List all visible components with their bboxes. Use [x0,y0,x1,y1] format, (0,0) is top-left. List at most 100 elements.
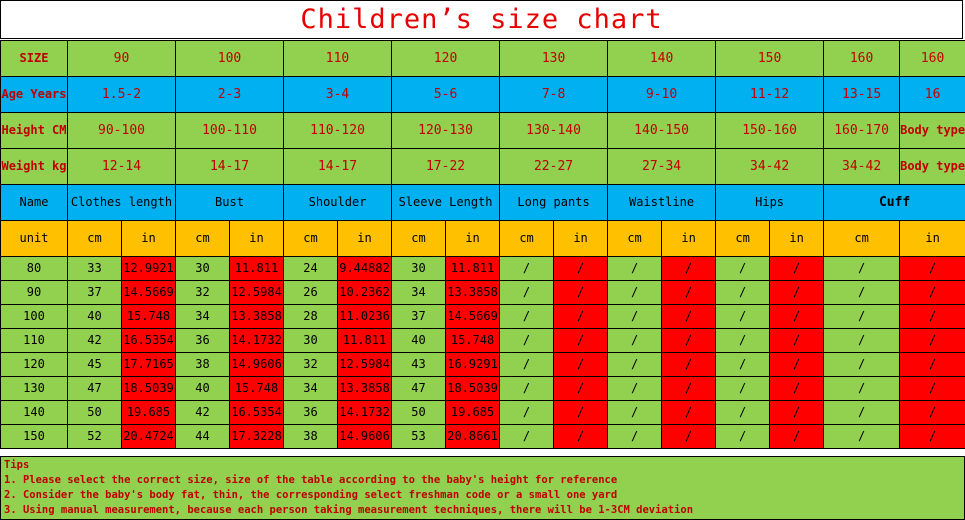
inch-value-cell: / [899,256,965,281]
cm-value-cell: / [823,400,901,425]
inch-value-cell: 15.748 [228,376,285,401]
size-cell: 110 [283,40,393,77]
height-row: Height CM 90-100 100-110 110-120 120-130… [0,112,965,149]
weight-cell: Body type [899,148,965,185]
cm-value-cell: / [499,328,555,353]
cm-value-cell: / [499,424,555,449]
tip-line: 3. Using manual measurement, because eac… [4,504,694,516]
inch-value-cell: 16.5354 [121,328,176,353]
cm-value-cell: / [499,376,555,401]
unit-cell: in [553,220,609,257]
unit-cell: in [661,220,717,257]
cm-value-cell: 42 [175,400,230,425]
height-cell: 120-130 [391,112,501,149]
table-row: 130 47 18.5039 40 15.748 34 13.3858 47 18.5039//… [0,376,965,401]
weight-cell: 12-14 [67,148,176,185]
inch-value-cell: / [769,304,825,329]
unit-cell: cm [391,220,447,257]
inch-value-cell: 16.9291 [445,352,501,377]
inch-value-cell: / [899,280,965,305]
inch-value-cell: / [661,328,717,353]
inch-value-cell: 20.8661 [445,424,501,449]
row-label-size: SIZE [0,40,68,77]
unit-cell: cm [823,220,901,257]
row-size-cell: 90 [0,280,68,305]
cm-value-cell: / [607,376,663,401]
unit-cell: cm [283,220,339,257]
height-cell: 130-140 [499,112,609,149]
row-label-name: Name [0,184,68,221]
name-row: Name Clothes length Bust Shoulder Sleeve… [0,184,965,221]
measure-name-cell: Long pants [499,184,609,221]
table-row: 150 52 20.4724 44 17.3228 38 14.9606 53 20.8661/… [0,424,965,449]
inch-value-cell: 11.811 [337,328,393,353]
age-row: Age Years 1.5-2 2-3 3-4 5-6 7-8 9-10 11-… [0,76,965,113]
table-row: 80 33 12.9921 30 11.811 24 9.44882 30 11.811// / /… [0,256,965,281]
table-row: 100 40 15.748 34 13.3858 28 11.0236 37 14.5669//… [0,304,965,329]
tips-box: Tips 1. Please select the correct size, … [0,456,965,520]
cm-value-cell: 45 [67,352,122,377]
cm-value-cell: 34 [283,376,339,401]
inch-value-cell: / [553,304,609,329]
inch-value-cell: 17.7165 [121,352,176,377]
cm-value-cell: / [823,424,901,449]
inch-value-cell: / [769,328,825,353]
weight-cell: 34-42 [715,148,825,185]
cm-value-cell: / [499,280,555,305]
cm-value-cell: / [607,256,663,281]
inch-value-cell: / [661,256,717,281]
cm-value-cell: / [715,280,771,305]
cm-value-cell: 43 [391,352,447,377]
cm-value-cell: / [715,256,771,281]
cm-value-cell: 34 [391,280,447,305]
inch-value-cell: / [899,400,965,425]
inch-value-cell: 13.3858 [228,304,285,329]
measurement-rows: 80 33 12.9921 30 11.811 24 9.44882 30 11.811// / /… [0,256,965,449]
inch-value-cell: / [899,352,965,377]
unit-cell: in [228,220,285,257]
inch-value-cell: 11.811 [228,256,285,281]
unit-cell: cm [175,220,230,257]
inch-value-cell: 19.685 [445,400,501,425]
inch-value-cell: 20.4724 [121,424,176,449]
cm-value-cell: / [715,328,771,353]
cm-value-cell: 37 [391,304,447,329]
inch-value-cell: / [661,280,717,305]
cm-value-cell: 40 [175,376,230,401]
weight-cell: 27-34 [607,148,717,185]
row-label-unit: unit [0,220,68,257]
cm-value-cell: 30 [391,256,447,281]
inch-value-cell: / [553,424,609,449]
inch-value-cell: / [553,400,609,425]
row-size-cell: 100 [0,304,68,329]
inch-value-cell: 9.44882 [337,256,393,281]
unit-cell: cm [607,220,663,257]
size-cell: 130 [499,40,609,77]
tips-heading: Tips [4,459,30,471]
height-cell: 100-110 [174,112,285,149]
size-table: SIZE 90 100 110 120 130 140 150 160 160 … [0,40,965,449]
cm-value-cell: 26 [283,280,339,305]
inch-value-cell: / [769,256,825,281]
inch-value-cell: 11.811 [445,256,501,281]
cm-value-cell: / [715,352,771,377]
cm-value-cell: 47 [67,376,122,401]
inch-value-cell: 12.5984 [228,280,285,305]
measure-name-cell: Shoulder [283,184,393,221]
measure-name-cell: Hips [715,184,825,221]
cm-value-cell: 34 [175,304,230,329]
cm-value-cell: / [607,424,663,449]
measure-name-cell: Waistline [607,184,717,221]
cm-value-cell: / [823,280,901,305]
inch-value-cell: / [769,280,825,305]
cm-value-cell: / [607,328,663,353]
size-row: SIZE 90 100 110 120 130 140 150 160 160 [0,40,965,77]
cm-value-cell: / [607,280,663,305]
inch-value-cell: / [899,304,965,329]
inch-value-cell: / [553,376,609,401]
cm-value-cell: 28 [283,304,339,329]
cm-value-cell: / [823,376,901,401]
inch-value-cell: / [769,352,825,377]
inch-value-cell: / [661,400,717,425]
